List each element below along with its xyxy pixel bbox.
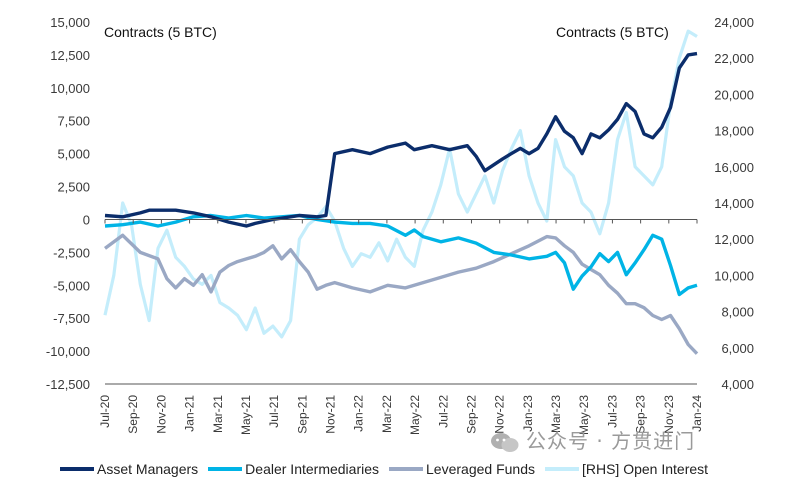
y-left-tick-label: 15,000 [50,15,90,30]
wechat-icon [491,432,519,452]
x-tick-label: Jul-22 [436,395,450,428]
series-layer [103,29,699,355]
legend-swatch [544,467,579,471]
x-tick-label: Nov-23 [662,395,676,434]
y-left-tick-label: -5,000 [53,278,90,293]
legend-label: Leveraged Funds [426,461,535,477]
right-axis-unit-label: Contracts (5 BTC) [556,24,669,40]
y-left-tick-label: 7,500 [57,114,90,129]
y-right-tick-label: 12,000 [714,232,754,247]
legend-item: Leveraged Funds [389,461,535,477]
legend-item: Dealer Intermediaries [208,461,379,477]
legend-label: Dealer Intermediaries [245,461,380,477]
chart-legend: Asset Managers Dealer Intermediaries Lever… [60,461,718,477]
legend-swatch [389,467,424,471]
x-tick-label: Jan-21 [183,395,197,432]
x-tick-label: Sep-21 [295,395,309,434]
x-tick-label: Sep-22 [464,395,478,434]
x-tick-label: Jan-24 [690,395,704,432]
legend-item: [RHS] Open Interest [544,461,709,477]
axes-layer: 15,000 12,500 10,000 7,500 5,000 2,500 0 -2,500… [46,15,754,435]
y-left-tick-label: -2,500 [53,245,90,260]
x-tick-label: Nov-22 [493,395,507,434]
x-tick-label: May-22 [408,395,422,435]
y-right-tick-label: 6,000 [721,341,754,356]
y-left-tick-label: 12,500 [50,48,90,63]
x-tick-label: Mar-21 [211,395,225,433]
y-right-tick-label: 10,000 [714,268,754,283]
y-left-tick-label: -7,500 [53,311,90,326]
x-tick-label: Mar-23 [549,395,563,433]
series-line-rhs-open-interest [103,29,698,339]
y-left-tick-label: 5,000 [57,147,90,162]
legend-swatch [60,467,94,471]
x-tick-label: Nov-21 [324,395,338,434]
x-tick-label: Sep-20 [126,395,140,434]
series-line-dealer-intermediaries [104,213,698,297]
y-left-tick-label: 10,000 [50,81,90,96]
left-axis-unit-label: Contracts (5 BTC) [104,24,217,40]
y-left-tick-label: -12,500 [46,377,90,392]
x-tick-label: Jul-21 [267,395,281,428]
x-tick-label: Sep-23 [634,395,648,434]
y-right-tick-label: 24,000 [714,15,754,30]
legend-swatch [208,467,243,471]
y-right-tick-label: 16,000 [714,160,754,175]
legend-item: Asset Managers [60,461,198,477]
y-right-tick-label: 14,000 [714,196,754,211]
series-line-asset-managers [104,51,698,228]
y-left-tick-label: 2,500 [57,180,90,195]
watermark-text: 公众号 · 方贯进门 [526,429,696,453]
y-right-tick-label: 18,000 [714,124,754,139]
y-right-tick-label: 20,000 [714,87,754,102]
y-right-tick-label: 4,000 [721,377,754,392]
x-tick-label: May-21 [239,395,253,435]
x-tick-label: Jul-23 [605,395,619,428]
x-tick-label: Jan-22 [352,395,366,432]
watermark: 公众号 · 方贯进门 [490,425,695,455]
y-right-tick-label: 22,000 [714,51,754,66]
x-tick-label: Jul-20 [98,395,112,428]
y-left-tick-label: 0 [83,212,90,227]
legend-label: [RHS] Open Interest [581,461,709,477]
series-line-leveraged-funds [103,233,699,355]
x-tick-label: Jan-23 [521,395,535,432]
x-tick-label: Nov-20 [154,395,168,434]
x-tick-label: Mar-22 [380,395,394,433]
y-right-tick-label: 8,000 [721,305,754,320]
legend-label: Asset Managers [97,461,199,477]
y-left-tick-label: -10,000 [46,344,90,359]
x-tick-label: May-23 [577,395,591,435]
